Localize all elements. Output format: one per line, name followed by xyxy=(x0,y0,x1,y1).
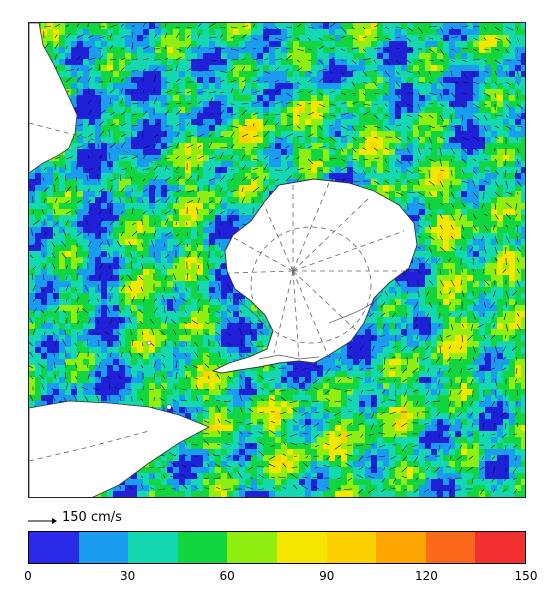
colorbar-segment xyxy=(326,532,377,563)
colorbar-tick-label: 30 xyxy=(119,569,136,583)
colorbar-tick-label: 150 xyxy=(514,569,538,583)
island xyxy=(166,404,172,410)
colorbar-segment xyxy=(177,532,228,563)
africa-land xyxy=(29,400,210,497)
colorbar-segment xyxy=(29,532,79,563)
colorbar-segment xyxy=(227,532,277,563)
colorbar-tick-label: 0 xyxy=(24,569,32,583)
scale-label: 150 cm/s xyxy=(62,510,122,525)
colorbar-segment xyxy=(475,532,525,563)
antarctica-land xyxy=(211,178,418,374)
speed-colorbar xyxy=(28,531,526,564)
island xyxy=(146,340,152,346)
ice-shelf-coastline xyxy=(233,294,382,360)
south-america-land xyxy=(29,23,78,174)
colorbar-segment xyxy=(276,532,327,563)
colorbar-segment xyxy=(376,532,426,563)
colorbar-segment xyxy=(128,532,178,563)
ocean-current-map xyxy=(28,22,526,498)
map-canvas xyxy=(29,23,525,497)
colorbar-tick-label: 120 xyxy=(414,569,438,583)
colorbar-segment xyxy=(425,532,476,563)
graticule xyxy=(29,122,415,462)
scale-arrow-icon xyxy=(28,518,57,524)
colorbar-tick-label: 90 xyxy=(319,569,335,583)
colorbar-segment xyxy=(78,532,129,563)
colorbar-tick-label: 60 xyxy=(219,569,235,583)
colorbar-ticks: 0 30 60 90 120 150 xyxy=(24,569,537,587)
